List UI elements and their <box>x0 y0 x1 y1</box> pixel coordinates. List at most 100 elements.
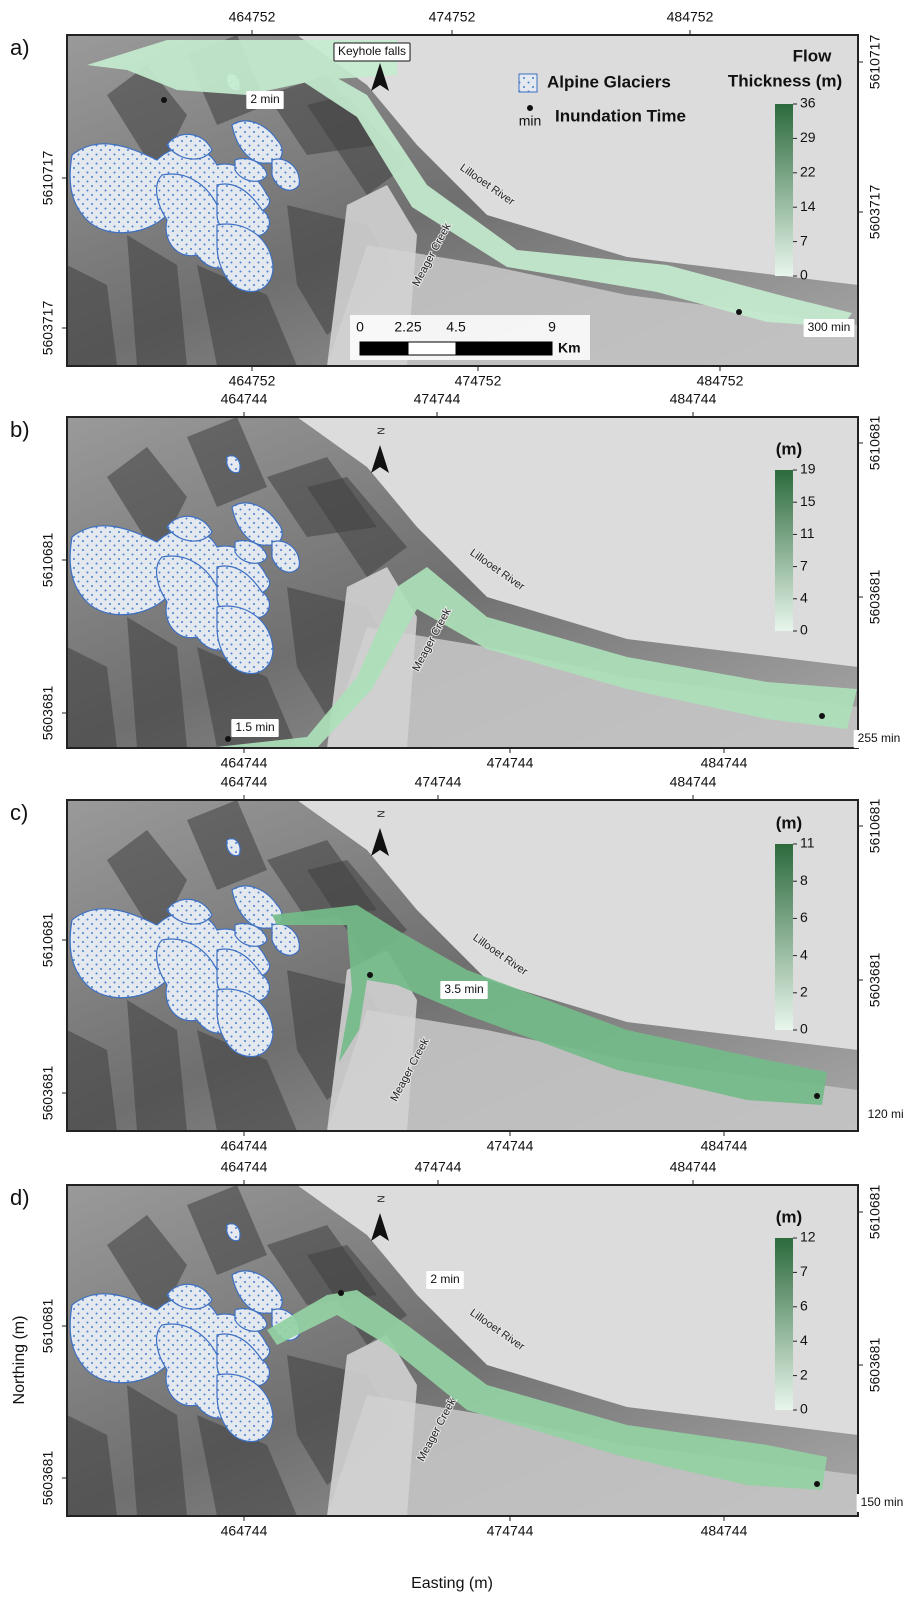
colorbar-tick-label: 6 <box>800 1298 808 1314</box>
y-tick-label: 5603681 <box>40 1451 56 1506</box>
x-tick-label: 484744 <box>701 1138 748 1154</box>
map-panel: NFlowThickness (m)3629221470Keyhole fall… <box>67 35 858 366</box>
inundation-point <box>338 1290 344 1296</box>
map-panel: N(m)191511740Lillooet RiverMeager Creek1… <box>67 417 904 748</box>
x-tick-label: 474744 <box>415 1159 462 1175</box>
legend-label: Inundation Time <box>555 106 686 125</box>
scale-bar-label: 4.5 <box>446 319 466 335</box>
annotation: 150 min <box>861 1495 904 1509</box>
inundation-point <box>225 736 231 742</box>
scale-bar-unit: Km <box>558 340 581 356</box>
colorbar-tick-label: 7 <box>800 232 808 248</box>
annotation: Keyhole falls <box>338 44 406 58</box>
x-tick-label: 474752 <box>429 9 476 25</box>
inundation-point <box>819 713 825 719</box>
x-tick-label: 474744 <box>487 755 534 771</box>
colorbar-tick-label: 0 <box>800 1021 808 1037</box>
colorbar <box>775 844 793 1030</box>
colorbar-tick-label: 36 <box>800 95 816 111</box>
x-tick-label: 464752 <box>229 373 276 389</box>
y-tick-label: 5603681 <box>867 570 883 625</box>
annotation: 3.5 min <box>444 982 483 996</box>
inundation-point <box>814 1481 820 1487</box>
x-tick-label: 484744 <box>701 755 748 771</box>
colorbar-tick-label: 2 <box>800 984 808 1000</box>
x-tick-label: 484744 <box>670 1159 717 1175</box>
x-tick-label: 474744 <box>487 1138 534 1154</box>
y-tick-label: 5610681 <box>40 913 56 968</box>
colorbar-tick-label: 7 <box>800 557 808 573</box>
colorbar-tick-label: 0 <box>800 267 808 283</box>
annotation: 300 min <box>808 320 851 334</box>
colorbar-tick-label: 6 <box>800 909 808 925</box>
colorbar-tick-label: 4 <box>800 590 808 606</box>
y-tick-label: 5610717 <box>867 35 883 90</box>
colorbar-tick-label: 22 <box>800 164 816 180</box>
colorbar-tick-label: 11 <box>800 835 815 851</box>
annotation: 120 min <box>868 1107 904 1121</box>
colorbar-tick-label: 12 <box>800 1229 816 1245</box>
x-tick-label: 464744 <box>221 1138 268 1154</box>
scale-bar-label: 0 <box>356 319 364 335</box>
x-axis-label: Easting (m) <box>411 1575 493 1592</box>
colorbar-tick-label: 19 <box>800 461 816 477</box>
y-tick-label: 5603717 <box>40 301 56 356</box>
y-tick-label: 5610681 <box>867 416 883 471</box>
colorbar-tick-label: 14 <box>800 198 816 214</box>
colorbar-title: (m) <box>776 813 802 832</box>
x-tick-label: 464744 <box>221 774 268 790</box>
x-tick-label: 484752 <box>697 373 744 389</box>
y-tick-label: 5610717 <box>40 151 56 206</box>
colorbar-tick-label: 11 <box>800 525 815 541</box>
colorbar <box>775 1238 793 1410</box>
annotation: 1.5 min <box>235 720 274 734</box>
x-tick-label: 474744 <box>487 1523 534 1539</box>
colorbar-tick-label: 0 <box>800 622 808 638</box>
x-tick-label: 464744 <box>221 1159 268 1175</box>
annotation: 2 min <box>430 1272 459 1286</box>
annotation: 255 min <box>858 731 901 745</box>
colorbar-title: (m) <box>776 1207 802 1226</box>
figure: Northing (m) Easting (m) NFlowThickness … <box>0 0 904 1601</box>
scale-bar-segment <box>456 342 552 355</box>
x-tick-label: 464744 <box>221 755 268 771</box>
legend-label: Alpine Glaciers <box>547 72 671 91</box>
y-tick-label: 5610681 <box>40 533 56 588</box>
y-tick-label: 5603681 <box>40 1066 56 1121</box>
colorbar-title: Thickness (m) <box>728 71 842 90</box>
x-tick-label: 484744 <box>670 774 717 790</box>
x-tick-label: 484744 <box>670 391 717 407</box>
y-tick-label: 5610681 <box>40 1299 56 1354</box>
x-tick-label: 464744 <box>221 1523 268 1539</box>
x-tick-label: 464752 <box>229 9 276 25</box>
scale-bar-segment <box>360 342 408 355</box>
colorbar-title: (m) <box>776 439 802 458</box>
y-tick-label: 5610681 <box>867 799 883 854</box>
x-tick-label: 464744 <box>221 391 268 407</box>
x-tick-label: 484752 <box>667 9 714 25</box>
inundation-point <box>161 97 167 103</box>
colorbar-tick-label: 29 <box>800 129 816 145</box>
colorbar-tick-label: 15 <box>800 493 816 509</box>
panel-label: d) <box>10 1185 30 1210</box>
colorbar-tick-label: 4 <box>800 1332 808 1348</box>
colorbar-tick-label: 2 <box>800 1366 808 1382</box>
x-tick-label: 474744 <box>415 774 462 790</box>
y-tick-label: 5603681 <box>867 1338 883 1393</box>
y-tick-label: 5610681 <box>867 1185 883 1240</box>
legend-unit: min <box>519 113 542 129</box>
colorbar-tick-label: 0 <box>800 1401 808 1417</box>
legend-glacier-swatch <box>519 74 537 92</box>
panel-label: b) <box>10 417 30 442</box>
x-tick-label: 484744 <box>701 1523 748 1539</box>
colorbar-tick-label: 8 <box>800 872 808 888</box>
y-tick-label: 5603717 <box>867 185 883 240</box>
panel-label: c) <box>10 800 28 825</box>
inundation-point <box>367 972 373 978</box>
scale-bar-segment <box>408 342 456 355</box>
colorbar <box>775 470 793 631</box>
colorbar-tick-label: 4 <box>800 946 808 962</box>
annotation: 2 min <box>250 92 279 106</box>
